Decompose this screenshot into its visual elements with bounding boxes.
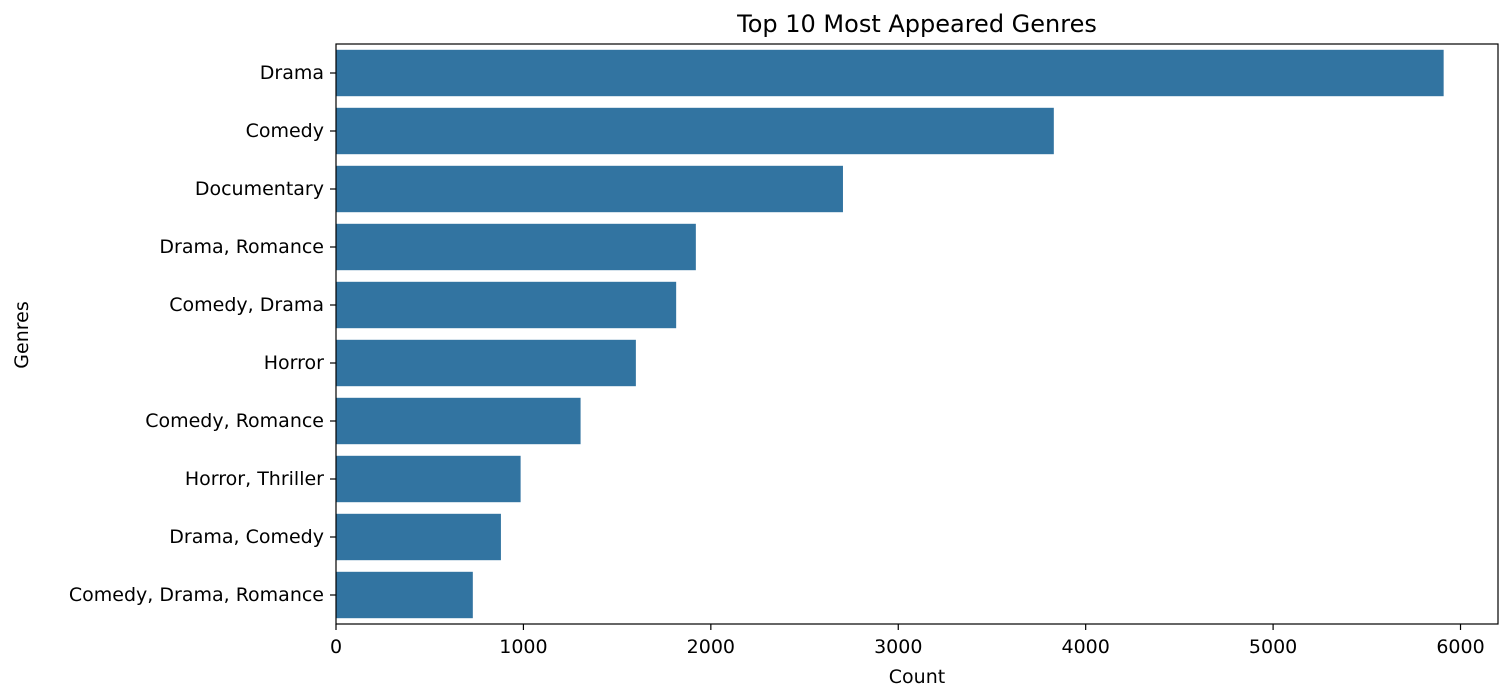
- bar: [336, 571, 473, 619]
- y-tick-label: Horror, Thriller: [185, 468, 324, 490]
- x-tick-label: 3000: [874, 636, 922, 658]
- x-axis-label: Count: [889, 666, 945, 688]
- bars-group: [336, 49, 1444, 619]
- bar: [336, 281, 677, 329]
- bar: [336, 49, 1444, 97]
- bar: [336, 165, 843, 213]
- y-ticks-group: Drama Comedy Documentary Drama, Romance Come…: [69, 62, 336, 606]
- y-tick-label: Comedy: [246, 120, 324, 142]
- y-tick-label: Comedy, Drama: [169, 294, 324, 316]
- chart-title: Top 10 Most Appeared Genres: [736, 10, 1097, 38]
- y-tick-label: Drama, Comedy: [169, 526, 324, 548]
- bar: [336, 513, 501, 561]
- x-ticks-group: 0 1000 2000 3000 4000 5000 6000: [330, 624, 1485, 658]
- y-tick-label: Documentary: [195, 178, 324, 200]
- bar: [336, 107, 1054, 155]
- y-tick-label: Horror: [264, 352, 324, 374]
- bar: [336, 397, 581, 445]
- x-tick-label: 4000: [1061, 636, 1109, 658]
- bar: [336, 455, 521, 503]
- y-tick-label: Comedy, Drama, Romance: [69, 584, 324, 606]
- y-tick-label: Drama, Romance: [159, 236, 324, 258]
- x-tick-label: 5000: [1249, 636, 1297, 658]
- y-tick-label: Drama: [260, 62, 324, 84]
- x-tick-label: 2000: [687, 636, 735, 658]
- y-axis-label: Genres: [11, 301, 33, 368]
- bar: [336, 339, 636, 387]
- y-tick-label: Comedy, Romance: [145, 410, 324, 432]
- x-tick-label: 6000: [1436, 636, 1484, 658]
- plot-frame: [335, 43, 1499, 625]
- bar: [336, 223, 696, 271]
- x-tick-label: 0: [330, 636, 342, 658]
- x-tick-label: 1000: [499, 636, 547, 658]
